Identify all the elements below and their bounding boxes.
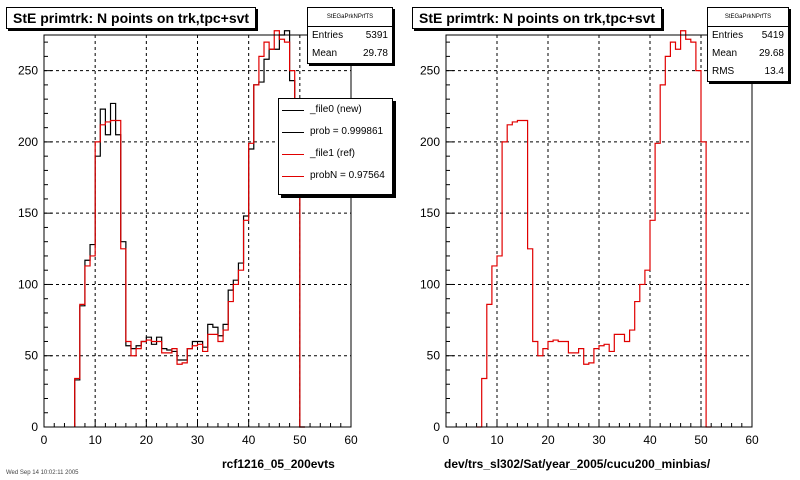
left-ytick-label: 0 [31,420,38,434]
legend-item-file1: _file1 (ref) [279,143,392,165]
left-xtick-label: 0 [41,433,48,447]
left-xtick-label: 30 [191,433,205,447]
right-stats-header: StEGaPrkNPrfTS [708,8,788,27]
legend-swatch-new [282,109,304,111]
legend-swatch-probn [282,175,304,177]
right-ytick-label: 250 [420,64,440,78]
right-xtick-label: 0 [443,433,450,447]
right-xtick-label: 30 [592,433,606,447]
left-stats-entries: Entries 5391 [312,30,388,41]
left-footer-label: rcf1216_05_200evts [222,457,335,471]
right-histogram-plot: 0 10 20 30 40 50 60 0 50 100 150 200 250 [420,30,759,447]
left-ytick-label: 50 [25,349,39,363]
right-xtick-label: 20 [541,433,555,447]
left-xtick-label: 60 [344,433,358,447]
right-ytick-label: 200 [420,135,440,149]
right-xtick-label: 60 [745,433,759,447]
right-ytick-label: 0 [433,420,440,434]
left-plot-title: StE primtrk: N points on trk,tpc+svt [6,7,257,29]
left-timestamp: Wed Sep 14 10:02:11 2005 [6,470,79,476]
left-plot-frame [44,35,351,427]
left-stats-box: StEGaPrkNPrfTS Entries 5391 Mean 29.78 [307,7,393,64]
right-stats-rms: RMS 13.4 [712,66,784,77]
left-ytick-label: 250 [18,64,38,78]
right-xtick-label: 10 [490,433,504,447]
right-ytick-label: 50 [427,349,441,363]
right-axes-border [445,34,753,428]
right-ytick-label: 150 [420,206,440,220]
left-ytick-label: 100 [18,277,38,291]
right-stats-mean: Mean 29.68 [712,48,784,59]
legend-item-probn: probN = 0.97564 [279,165,392,187]
right-series-0-line [476,30,712,428]
left-xtick-label: 50 [293,433,307,447]
right-xtick-label: 40 [643,433,657,447]
left-xtick-label: 10 [88,433,102,447]
left-ytick-label: 200 [18,135,38,149]
left-histogram-plot: 0 10 20 30 40 50 60 0 50 100 150 200 250 [18,30,358,447]
right-xtick-label: 50 [694,433,708,447]
right-plot-title: StE primtrk: N points on trk,tpc+svt [412,7,663,29]
right-ytick-label: 100 [420,277,440,291]
left-legend: _file0 (new) prob = 0.999861 _file1 (ref… [278,98,393,195]
left-stats-mean: Mean 29.78 [312,48,388,59]
legend-swatch-ref [282,153,304,155]
right-stats-box: StEGaPrkNPrfTS Entries 5419 Mean 29.68 RMS… [707,7,789,82]
right-stats-entries: Entries 5419 [712,30,784,41]
left-stats-header: StEGaPrkNPrfTS [308,8,392,27]
legend-item-prob: prob = 0.999861 [279,121,392,143]
left-series-1-line [74,30,305,428]
left-axes-border [43,34,352,428]
left-ytick-label: 150 [18,206,38,220]
left-xtick-label: 20 [140,433,154,447]
right-footer-label: dev/trs_sl302/Sat/year_2005/cucu200_minb… [444,457,711,471]
legend-item-file0: _file0 (new) [279,99,392,121]
left-xtick-label: 40 [242,433,256,447]
legend-swatch-prob [282,131,304,133]
